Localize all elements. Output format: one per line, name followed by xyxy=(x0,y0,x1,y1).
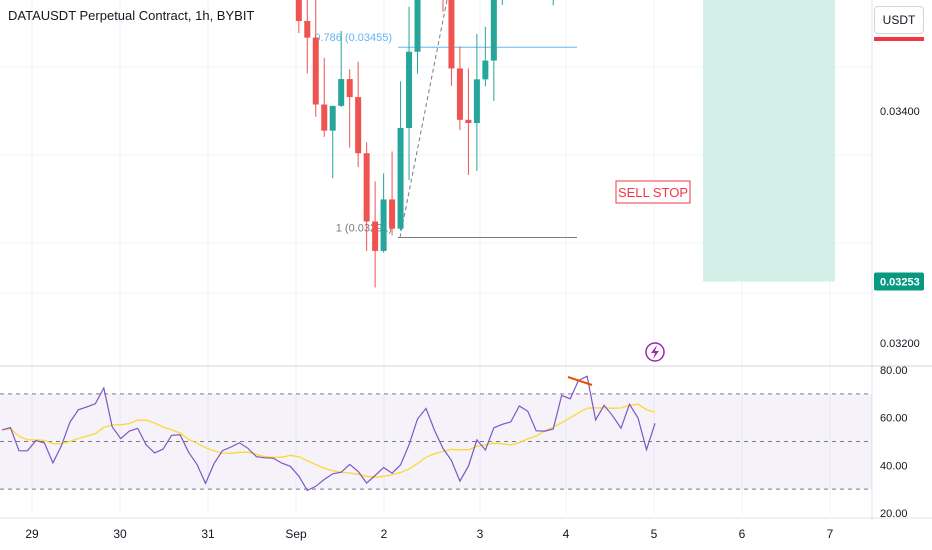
candle xyxy=(295,0,302,34)
fibonacci-retracement[interactable]: 0 (0.04053)0.382 (0.03762)0.5 (0.03673)0… xyxy=(314,0,577,238)
candle xyxy=(338,30,345,107)
candle xyxy=(482,26,489,87)
rsi-tick-label: 20.00 xyxy=(880,508,908,520)
time-tick-label: Sep xyxy=(285,527,307,541)
candle xyxy=(372,181,379,288)
price-axis[interactable]: 0.042000.038000.036000.034000.032000.040… xyxy=(874,0,924,350)
short-position-tool[interactable] xyxy=(620,0,835,282)
fib-level-label: 0.786 (0.03455) xyxy=(314,32,392,44)
candle xyxy=(312,0,319,117)
candle xyxy=(321,57,328,137)
rsi-tick-label: 60.00 xyxy=(880,413,908,425)
rsi-pane xyxy=(0,375,872,492)
candle xyxy=(389,151,396,236)
candlestick-series xyxy=(295,0,554,288)
candle xyxy=(456,46,463,131)
chart-title: DATAUSDT Perpetual Contract, 1h, BYBIT xyxy=(8,8,255,23)
stop-level-marker xyxy=(874,37,924,41)
time-tick-label: 30 xyxy=(113,527,127,541)
candle xyxy=(346,69,353,148)
lightning-icon[interactable] xyxy=(645,342,665,362)
candle xyxy=(363,142,370,251)
time-tick-label: 6 xyxy=(739,527,746,541)
candle xyxy=(304,0,311,74)
candle xyxy=(397,81,404,231)
candle xyxy=(406,6,413,180)
rsi-tick-label: 40.00 xyxy=(880,460,908,472)
time-tick-label: 3 xyxy=(477,527,484,541)
bearish-divergence-line[interactable] xyxy=(567,376,593,386)
candle xyxy=(414,0,421,74)
fib-trend-line xyxy=(399,0,448,238)
candle xyxy=(465,68,472,175)
candle xyxy=(490,0,497,101)
time-tick-label: 4 xyxy=(563,527,570,541)
price-tick-label: 0.03200 xyxy=(880,338,920,350)
sell-stop-label: SELL STOP xyxy=(618,185,688,200)
time-tick-label: 29 xyxy=(25,527,39,541)
time-tick-label: 5 xyxy=(651,527,658,541)
currency-button[interactable]: USDT xyxy=(874,6,924,34)
candle xyxy=(552,0,554,6)
candle xyxy=(329,105,336,179)
time-axis[interactable]: 29 30 31 Sep 2 3 4 5 6 7 xyxy=(0,517,932,541)
take-profit-zone[interactable] xyxy=(703,0,835,282)
candle xyxy=(355,61,362,168)
candle xyxy=(448,0,455,86)
rsi-axis[interactable]: 80.00 60.00 40.00 20.00 xyxy=(880,365,908,520)
candle xyxy=(501,0,503,5)
price-tick-label: 0.03400 xyxy=(880,106,920,118)
rsi-tick-label: 80.00 xyxy=(880,365,908,377)
sell-stop-annotation[interactable]: SELL STOP xyxy=(615,180,691,204)
time-tick-label: 31 xyxy=(201,527,215,541)
rsi-line xyxy=(1,375,656,492)
target-price-badge: 0.03253 xyxy=(874,272,924,291)
candle xyxy=(380,173,387,253)
time-tick-label: 7 xyxy=(827,527,834,541)
candle xyxy=(473,33,480,171)
time-tick-label: 2 xyxy=(381,527,388,541)
target-price-label: 0.03253 xyxy=(880,277,920,289)
